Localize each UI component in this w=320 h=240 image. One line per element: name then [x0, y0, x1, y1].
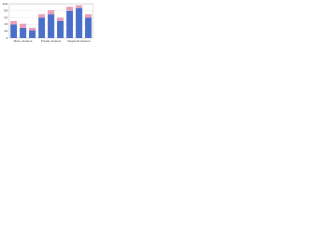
bar	[19, 27, 27, 38]
y-tick-label: 40	[4, 22, 8, 26]
bar	[47, 10, 55, 15]
x-tick-label: Private clusters	[41, 39, 62, 43]
bar	[10, 21, 17, 25]
bar	[75, 5, 83, 9]
bar	[10, 24, 17, 38]
y-tick-label: 0	[6, 36, 8, 40]
bar	[19, 23, 27, 28]
bar	[66, 6, 73, 11]
bar	[75, 8, 83, 38]
x-tick-label: Regional clusters	[67, 39, 91, 43]
bar	[38, 17, 45, 38]
y-tick-label: 100	[2, 2, 7, 6]
bar	[57, 21, 64, 38]
y-tick-label: 60	[4, 15, 8, 19]
bar	[38, 14, 45, 18]
y-tick-label: 20	[4, 29, 8, 33]
bar	[29, 30, 36, 38]
bar	[57, 17, 64, 21]
x-tick-label: Micro-clusters	[14, 39, 33, 43]
bar	[66, 10, 73, 39]
bar	[47, 14, 55, 38]
bar	[29, 27, 36, 31]
y-tick-label: 80	[4, 9, 8, 13]
bar	[85, 14, 92, 18]
bar	[85, 17, 92, 38]
chart: 0 20 40 60 80 100 Micro-clusters Private cluste…	[0, 0, 100, 48]
